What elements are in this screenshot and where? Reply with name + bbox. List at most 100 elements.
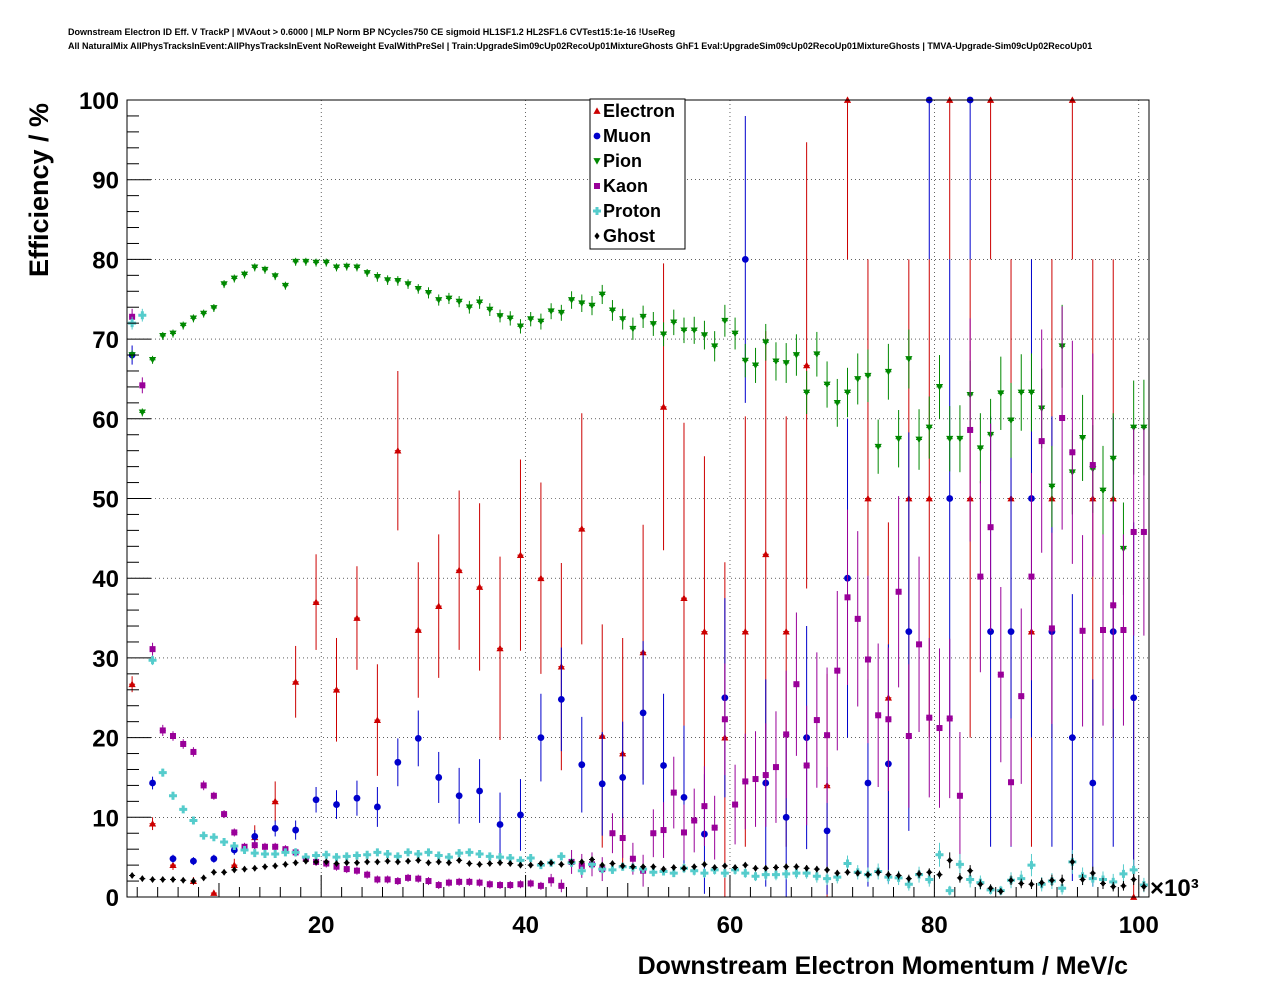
data-point-kaon	[456, 878, 463, 885]
data-point-muon	[210, 855, 218, 863]
data-point-ghost	[579, 858, 585, 866]
data-point-muon	[782, 813, 790, 821]
data-point-ghost	[507, 860, 513, 868]
x-tick-label: 60	[717, 912, 744, 939]
y-tick-label: 100	[79, 88, 119, 115]
data-point-muon	[333, 801, 340, 808]
data-point-ghost	[170, 875, 176, 883]
data-point-proton	[761, 870, 770, 879]
data-point-ghost	[1008, 876, 1014, 884]
data-point-muon	[639, 709, 647, 717]
data-point-ghost	[1028, 880, 1035, 888]
data-point-kaon	[507, 882, 514, 889]
data-point-proton	[220, 838, 229, 847]
data-point-kaon	[691, 817, 698, 824]
data-point-ghost	[160, 875, 166, 883]
data-point-muon	[190, 857, 197, 865]
data-point-muon	[946, 495, 954, 502]
data-point-ghost	[957, 874, 963, 882]
data-point-ghost	[221, 868, 227, 876]
data-point-pion	[240, 271, 249, 279]
data-point-pion	[445, 295, 453, 303]
data-point-pion	[148, 356, 157, 364]
data-point-kaon	[1130, 528, 1137, 535]
data-point-kaon	[783, 731, 790, 738]
data-point-proton	[935, 850, 944, 859]
data-point-pion	[435, 297, 443, 304]
data-point-proton	[925, 875, 934, 884]
data-point-ghost	[436, 858, 442, 866]
data-point-kaon	[221, 811, 228, 818]
data-point-ghost	[374, 858, 380, 866]
data-point-ghost	[313, 858, 319, 866]
data-point-proton	[424, 848, 433, 857]
data-point-pion	[281, 282, 290, 290]
data-point-electron	[741, 627, 749, 635]
data-point-pion	[629, 325, 637, 333]
data-point-muon	[578, 761, 586, 769]
data-point-ghost	[599, 861, 605, 869]
data-point-kaon	[701, 803, 708, 810]
data-point-proton	[465, 848, 474, 857]
data-point-pion	[1007, 417, 1015, 424]
data-point-proton	[649, 868, 658, 877]
data-point-pion	[813, 351, 821, 358]
data-point-ghost	[303, 857, 309, 865]
data-point-ghost	[282, 860, 289, 868]
legend-label-ghost: Ghost	[603, 226, 655, 246]
series-proton	[128, 308, 1148, 896]
data-point-ghost	[446, 859, 452, 867]
data-point-proton	[281, 848, 290, 857]
data-point-ghost	[466, 860, 472, 868]
data-point-pion	[659, 331, 668, 338]
data-point-proton	[148, 656, 157, 665]
data-point-electron	[700, 627, 709, 635]
data-point-kaon	[936, 725, 943, 732]
data-point-pion	[1048, 483, 1056, 491]
data-point-ghost	[865, 871, 871, 879]
data-point-proton	[812, 872, 821, 881]
data-point-pion	[731, 330, 739, 338]
data-point-pion	[670, 319, 678, 326]
data-point-pion	[588, 302, 596, 310]
data-point-proton	[301, 853, 310, 862]
data-point-ghost	[773, 864, 779, 872]
data-point-muon	[496, 821, 504, 828]
y-tick-label: 90	[92, 168, 119, 195]
y-tick-label: 60	[92, 407, 119, 434]
data-point-pion	[741, 357, 749, 365]
data-point-proton	[598, 865, 607, 874]
data-point-pion	[1078, 435, 1087, 442]
data-point-pion	[598, 291, 606, 299]
data-point-ghost	[732, 864, 738, 872]
data-point-muon	[312, 796, 320, 804]
data-point-proton	[158, 768, 167, 777]
data-point-ghost	[129, 871, 135, 879]
data-point-pion	[486, 306, 494, 314]
data-point-proton	[404, 848, 413, 857]
data-point-proton	[506, 853, 515, 862]
data-point-kaon	[967, 426, 974, 433]
data-point-electron	[803, 361, 811, 369]
data-point-proton	[434, 851, 443, 860]
data-point-kaon	[1110, 602, 1117, 609]
data-point-ghost	[149, 875, 156, 883]
data-point-muon	[1130, 694, 1138, 702]
data-point-kaon	[721, 716, 728, 723]
data-point-kaon	[864, 656, 871, 663]
data-point-ghost	[947, 856, 953, 864]
data-point-kaon	[537, 882, 544, 889]
data-point-proton	[557, 852, 566, 861]
data-point-pion	[567, 297, 576, 304]
data-point-ghost	[425, 859, 432, 867]
data-point-proton	[199, 831, 208, 840]
data-point-electron	[210, 889, 218, 896]
data-point-ghost	[415, 856, 421, 864]
data-point-ghost	[793, 863, 800, 871]
data-point-ghost	[712, 864, 718, 872]
legend-marker-pion	[593, 158, 601, 165]
x-axis-multiplier: ×10³	[1150, 875, 1199, 902]
data-point-electron	[475, 583, 484, 590]
data-point-kaon	[578, 862, 585, 869]
data-point-kaon	[742, 778, 749, 785]
